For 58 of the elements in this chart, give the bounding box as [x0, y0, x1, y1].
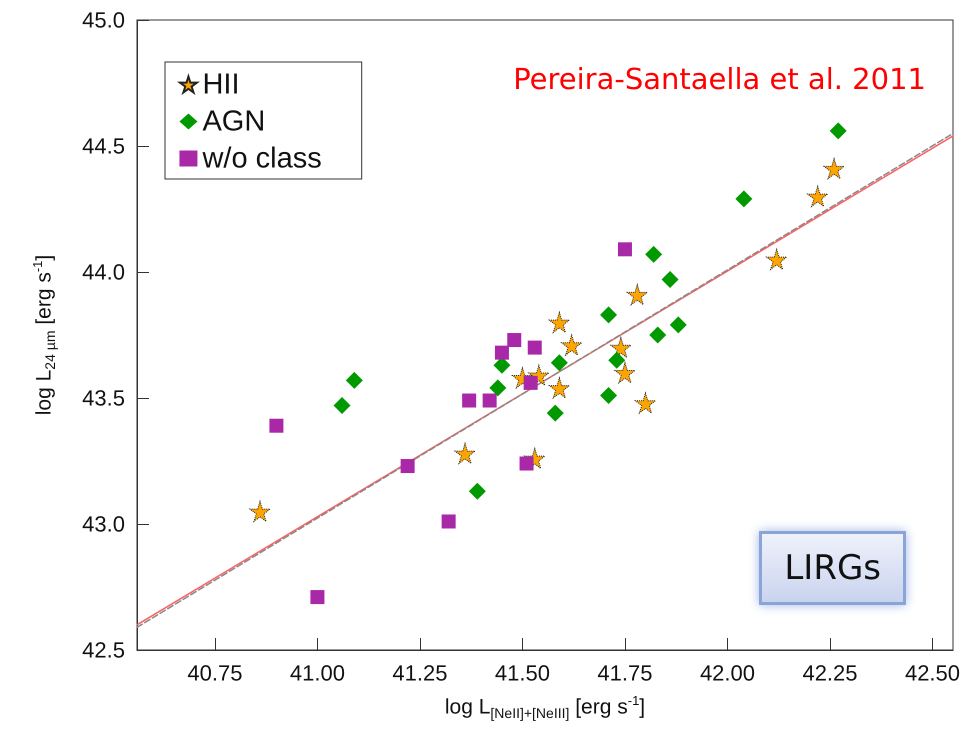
point [600, 306, 618, 324]
point [528, 340, 542, 355]
point [482, 394, 497, 408]
x-tick-label: 42.00 [700, 660, 756, 686]
annotation: LIRGs [759, 531, 906, 605]
y-tick-label: 45.0 [82, 8, 125, 32]
x-tick-label: 40.75 [187, 660, 242, 686]
legend-label: w/o class [201, 142, 322, 174]
point [614, 362, 636, 384]
point [807, 186, 828, 207]
point [462, 394, 476, 408]
point [489, 379, 506, 396]
point [310, 590, 324, 604]
point [454, 442, 476, 464]
legend-label: AGN [202, 106, 266, 138]
point [830, 122, 847, 140]
point [670, 316, 687, 334]
point [548, 312, 570, 333]
y-tick-label: 43.5 [82, 386, 125, 410]
point [561, 334, 582, 356]
point [600, 386, 618, 404]
y-axis-title: log L24 µm [erg s-1] [30, 254, 58, 416]
point [824, 158, 845, 180]
point [269, 418, 284, 433]
point [735, 190, 752, 208]
point [468, 482, 486, 500]
point [610, 337, 632, 358]
point [524, 376, 538, 390]
x-tick-label: 41.75 [597, 660, 652, 686]
point [346, 372, 363, 389]
point [649, 326, 666, 344]
y-tick-label: 44.5 [82, 134, 125, 158]
point [766, 248, 788, 270]
x-tick-label: 41.25 [392, 660, 448, 686]
point [626, 284, 648, 306]
y-tick-label: 42.5 [82, 638, 125, 662]
point [634, 392, 656, 414]
point [645, 246, 662, 263]
x-tick-label: 41.50 [494, 660, 550, 686]
y-tick-label: 43.0 [82, 512, 125, 536]
point [442, 514, 456, 528]
point [662, 271, 679, 288]
point [550, 354, 568, 372]
point [548, 377, 570, 398]
point [494, 346, 509, 360]
x-tick-label: 42.25 [802, 660, 858, 686]
legend-label: HII [202, 68, 240, 100]
point [546, 404, 564, 422]
y-tick-label: 44.0 [82, 260, 125, 284]
annotation: Pereira-Santaella et al. 2011 [513, 62, 926, 96]
x-tick-label: 41.00 [290, 660, 345, 686]
point [618, 242, 632, 256]
point [400, 459, 415, 474]
point [250, 500, 271, 522]
point [334, 397, 351, 414]
point [608, 352, 626, 369]
point [507, 333, 522, 348]
x-tick-label: 42.50 [904, 660, 960, 686]
